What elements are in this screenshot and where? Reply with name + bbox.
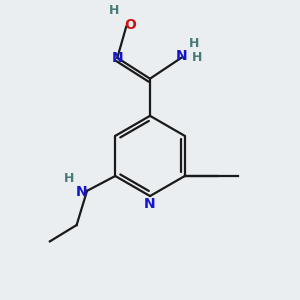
Text: H: H <box>192 51 203 64</box>
Text: N: N <box>144 197 156 212</box>
Text: H: H <box>63 172 74 185</box>
Text: H: H <box>109 4 119 17</box>
Text: N: N <box>112 51 123 65</box>
Text: O: O <box>124 18 136 32</box>
Text: N: N <box>76 185 88 200</box>
Text: H: H <box>188 37 199 50</box>
Text: N: N <box>176 50 187 63</box>
